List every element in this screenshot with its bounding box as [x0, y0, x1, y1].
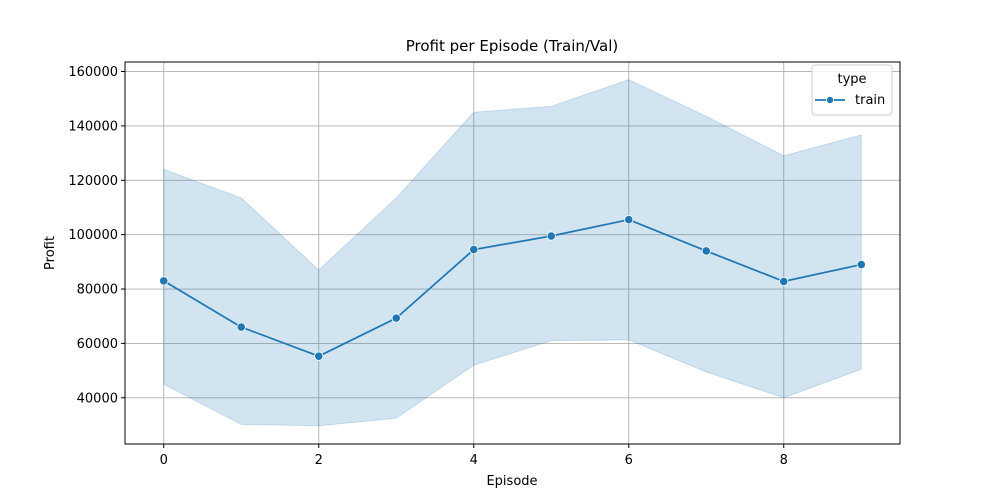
x-tick-label: 0 [160, 453, 168, 468]
data-point-train [159, 276, 169, 286]
legend-marker-train [826, 96, 835, 105]
y-axis-label: Profit [43, 236, 58, 270]
x-tick-label: 2 [315, 453, 323, 468]
y-tick-label: 40000 [77, 391, 118, 406]
x-axis-ticks: 0 2 4 6 8 [160, 444, 788, 468]
plot-frame [124, 61, 901, 445]
confidence-band-train [163, 79, 862, 427]
data-point-train [701, 246, 711, 256]
x-tick-label: 4 [470, 453, 478, 468]
data-point-train [391, 313, 401, 323]
series-lines [163, 218, 862, 358]
x-tick-label: 8 [780, 453, 788, 468]
legend: type train [811, 64, 893, 116]
data-points [159, 215, 866, 361]
chart-title: Profit per Episode (Train/Val) [406, 37, 618, 55]
confidence-band [163, 79, 862, 427]
x-tick-label: 6 [625, 453, 633, 468]
data-point-train [314, 351, 324, 361]
x-axis-label: Episode [486, 474, 537, 489]
data-point-train [779, 276, 789, 287]
data-point-train [469, 245, 479, 255]
data-point-train [624, 215, 634, 225]
legend-label-train: train [855, 93, 885, 108]
data-point-train [236, 322, 246, 332]
y-tick-label: 160000 [68, 65, 118, 80]
y-tick-label: 120000 [68, 174, 118, 189]
legend-title: type [837, 72, 866, 87]
y-tick-label: 80000 [77, 283, 118, 298]
y-tick-label: 100000 [68, 228, 118, 243]
y-tick-label: 140000 [68, 119, 118, 134]
data-point-train [546, 231, 556, 241]
y-axis-ticks: 40000 60000 80000 100000 120000 140000 160000 [68, 65, 125, 406]
data-point-train [856, 259, 866, 270]
series-line-train [163, 218, 862, 358]
y-tick-label: 60000 [77, 337, 118, 352]
